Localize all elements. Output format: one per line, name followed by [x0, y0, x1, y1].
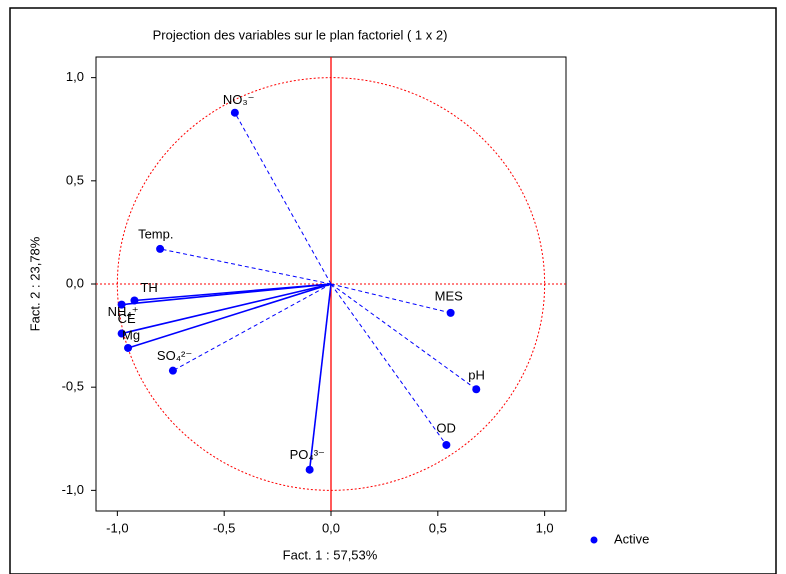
y-tick-label: 0,5 [66, 172, 84, 187]
point-label: NO₃⁻ [223, 92, 255, 107]
vector [330, 283, 477, 390]
x-tick-label: 1,0 [536, 520, 554, 535]
legend-marker [590, 536, 598, 544]
point-label: MES [435, 288, 464, 303]
point-label: TH [140, 280, 157, 295]
y-tick-label: -1,0 [62, 482, 84, 497]
legend-label: Active [614, 531, 649, 546]
x-tick-label: -1,0 [106, 520, 128, 535]
point [442, 440, 451, 449]
point [124, 343, 133, 352]
vector [127, 283, 332, 349]
y-axis-label: Fact. 2 : 23,78% [27, 236, 42, 331]
point [156, 244, 165, 253]
point [305, 465, 314, 474]
vector [172, 283, 332, 372]
point [230, 108, 239, 117]
point [168, 366, 177, 375]
x-tick-label: -0,5 [213, 520, 235, 535]
point-label: Mg [122, 327, 140, 342]
point-label: SO₄²⁻ [157, 348, 192, 363]
point-label: NH₄⁺ [108, 304, 139, 319]
y-tick-label: 0,0 [66, 275, 84, 290]
y-tick-label: -0,5 [62, 379, 84, 394]
vector [234, 112, 332, 285]
x-axis-label: Fact. 1 : 57,53% [283, 547, 378, 562]
vector [330, 283, 447, 446]
x-tick-label: 0,0 [322, 520, 340, 535]
point-label: PO₄³⁻ [290, 447, 325, 462]
vector [159, 248, 332, 285]
vector [308, 283, 332, 470]
point-label: pH [468, 368, 485, 383]
point-label: CE [118, 311, 136, 326]
point [117, 329, 126, 338]
frame [9, 7, 777, 574]
x-tick-label: 0,5 [429, 520, 447, 535]
point [446, 308, 455, 317]
vector [134, 283, 332, 302]
point-label: OD [436, 420, 456, 435]
chart-title: Projection des variables sur le plan fac… [153, 27, 448, 42]
y-tick-label: 1,0 [66, 69, 84, 84]
point [130, 296, 139, 305]
vector [121, 283, 332, 335]
point [472, 385, 481, 394]
point [117, 300, 126, 309]
point-label: Temp. [138, 226, 173, 241]
